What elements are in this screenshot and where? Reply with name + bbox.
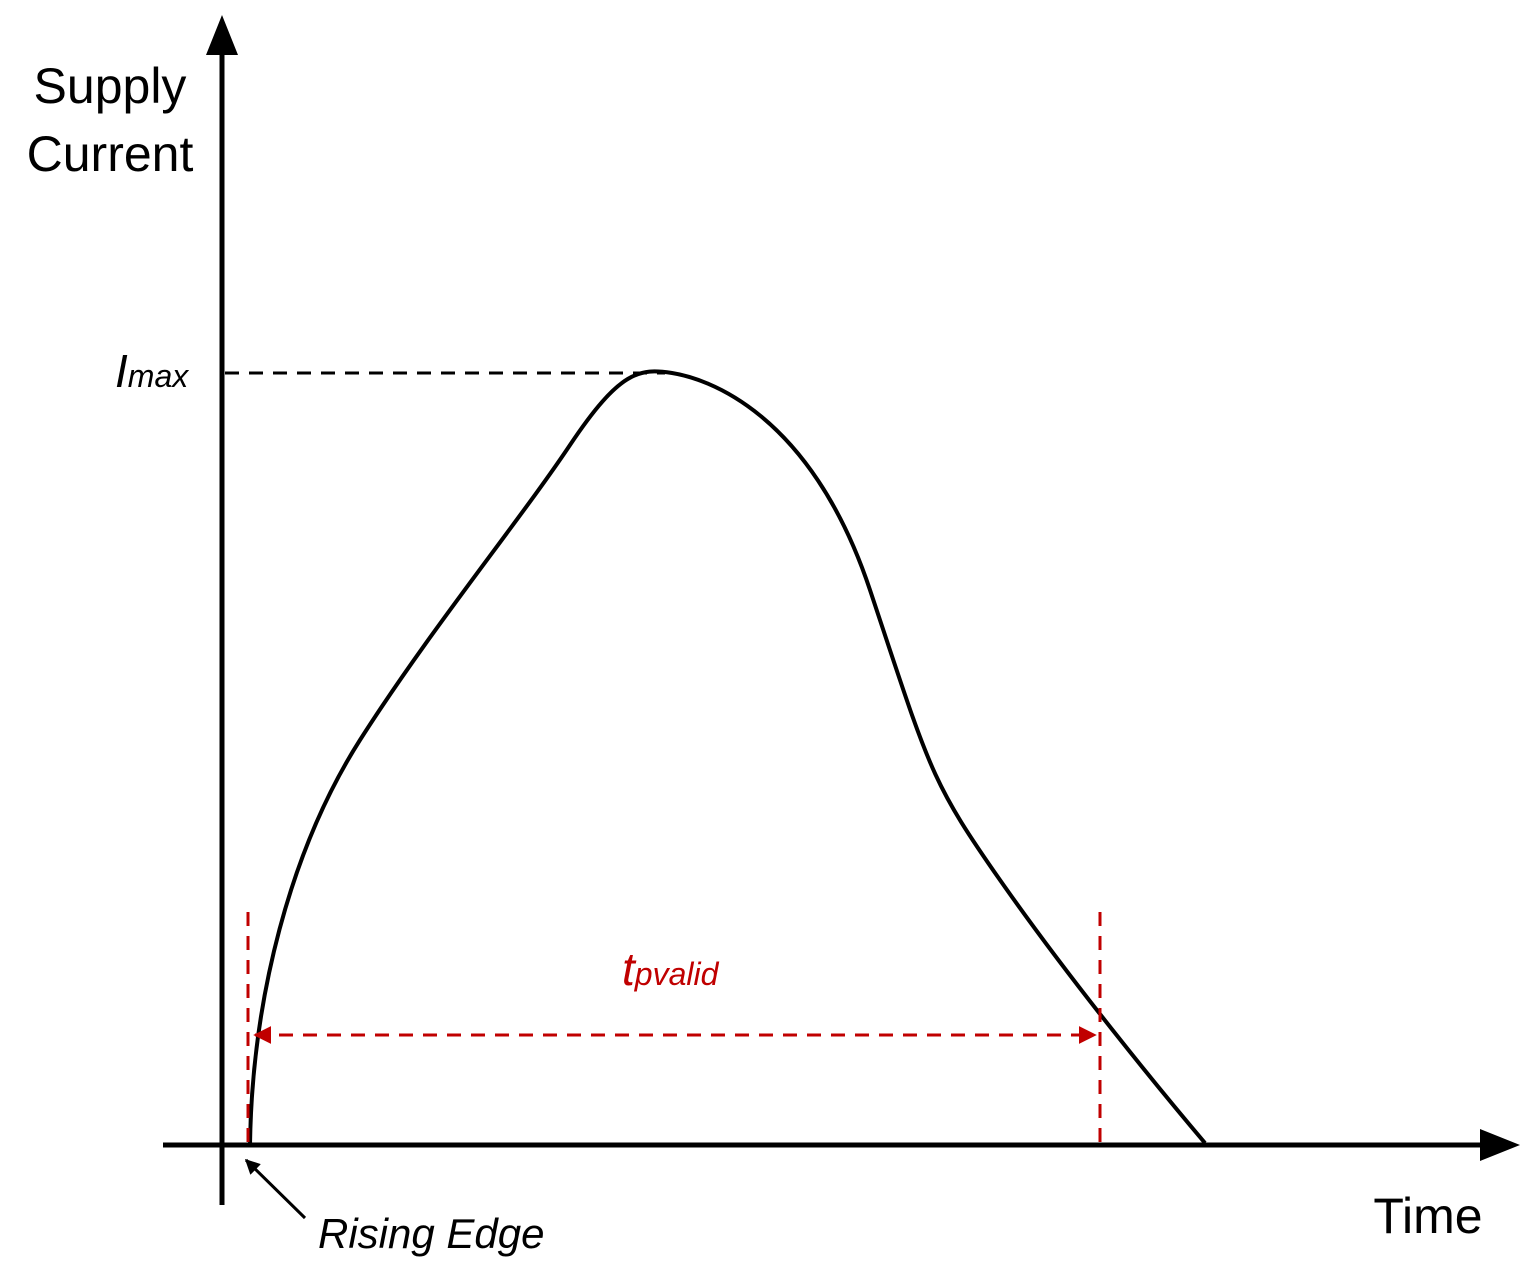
- y-label-line: Current: [27, 126, 194, 182]
- imax-sub: max: [128, 358, 189, 394]
- imax-main: I: [115, 345, 128, 397]
- rising-edge-pointer: [244, 1158, 307, 1220]
- x-label: Time: [1373, 1188, 1482, 1244]
- rising-edge-label: Rising Edge: [318, 1210, 544, 1257]
- tpvalid-main: t: [622, 943, 637, 995]
- x-arrowhead: [1480, 1129, 1520, 1161]
- imax-label: Imax: [115, 345, 189, 397]
- supply-current-curve: [248, 369, 1207, 1146]
- y-label-line: Supply: [34, 58, 187, 114]
- tpvalid-label: tpvalid: [622, 943, 720, 995]
- y-arrowhead: [206, 15, 238, 55]
- tpvalid-sub: pvalid: [634, 956, 720, 992]
